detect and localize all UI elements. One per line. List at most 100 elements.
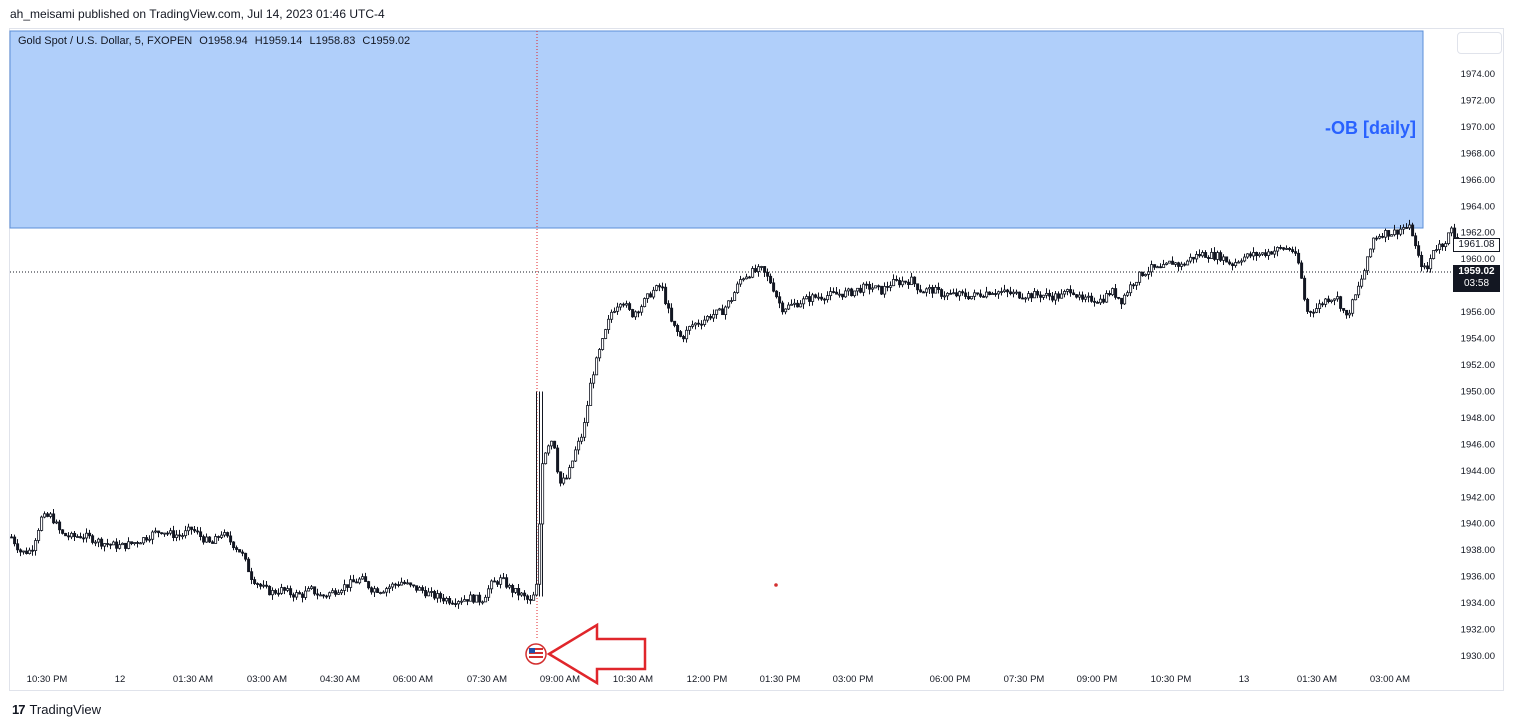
candle-body xyxy=(1009,291,1013,295)
candle-body xyxy=(1348,312,1352,316)
candle-body xyxy=(205,536,209,543)
candle-body xyxy=(388,586,392,589)
candle-body xyxy=(922,291,926,294)
candle-body xyxy=(1255,252,1259,257)
candle-body xyxy=(697,322,701,325)
legend-symbol: Gold Spot / U.S. Dollar, 5, FXOPEN xyxy=(18,35,193,47)
candle-body xyxy=(1198,253,1202,257)
candle-body xyxy=(640,306,644,313)
time-tick-label: 07:30 AM xyxy=(467,674,507,685)
candle-body xyxy=(568,467,572,479)
candle-body xyxy=(1216,252,1220,260)
candle-body xyxy=(199,531,203,538)
candle-body xyxy=(955,292,959,297)
candle-body xyxy=(1444,243,1448,248)
candle-body xyxy=(10,536,14,539)
time-tick-label: 06:00 AM xyxy=(393,674,433,685)
candle-body xyxy=(1219,252,1223,261)
ob-zone[interactable] xyxy=(9,30,1424,229)
candle-body xyxy=(238,549,242,553)
candle-body xyxy=(358,578,362,584)
candle-body xyxy=(1114,288,1118,298)
candle-body xyxy=(1183,263,1187,266)
time-tick-label: 10:30 PM xyxy=(1151,674,1192,685)
candle-body xyxy=(895,278,899,281)
footer-brand[interactable]: 17 TradingView xyxy=(12,702,101,717)
candle-body xyxy=(67,535,71,538)
chart-settings-box[interactable] xyxy=(1457,32,1502,54)
candle-body xyxy=(916,283,920,291)
candle-body xyxy=(1246,253,1250,258)
candle-body xyxy=(1147,271,1151,275)
candle-body xyxy=(1090,295,1094,302)
candle-body xyxy=(772,282,776,292)
candle-body xyxy=(934,286,938,294)
candle-body xyxy=(1225,256,1229,263)
candle-body xyxy=(1303,277,1307,300)
candle-body xyxy=(562,477,566,484)
candle-body xyxy=(958,291,962,297)
us-flag-event-icon[interactable] xyxy=(525,643,547,665)
current-price-badge: 1959.02 03:58 xyxy=(1453,265,1500,292)
candle-body xyxy=(961,291,965,294)
candle-body xyxy=(292,594,296,598)
candle-body xyxy=(757,266,761,272)
candle-body xyxy=(727,300,731,308)
candle-body xyxy=(1084,296,1088,300)
candle-body xyxy=(820,296,824,300)
current-price-value: 1959.02 xyxy=(1458,266,1495,277)
candle-body xyxy=(748,276,752,279)
candle-body xyxy=(1432,250,1436,259)
candle-body xyxy=(1372,237,1376,250)
candle-body xyxy=(421,587,425,591)
candle-body xyxy=(133,542,137,545)
time-axis[interactable]: 10:30 PM 12 01:30 AM 03:00 AM 04:30 AM 06:00 … xyxy=(27,674,1410,685)
price-tick-label: 1956.00 xyxy=(1461,307,1495,318)
candle-body xyxy=(25,550,29,555)
candle-body xyxy=(526,595,530,600)
candle-body xyxy=(361,576,365,580)
candle-body xyxy=(91,535,95,543)
candle-body xyxy=(901,280,905,286)
candle-body xyxy=(1192,256,1196,260)
time-tick-label: 13 xyxy=(1239,674,1250,685)
candle-body xyxy=(1204,252,1208,258)
candle-body xyxy=(484,596,488,603)
candle-body xyxy=(823,298,827,301)
candle-body xyxy=(1240,260,1244,263)
candle-body xyxy=(622,303,626,306)
symbol-legend[interactable]: Gold Spot / U.S. Dollar, 5, FXOPEN O1958… xyxy=(18,35,414,47)
candle-body xyxy=(457,601,461,605)
candle-body xyxy=(790,303,794,306)
candle-body xyxy=(592,374,596,384)
candle-body xyxy=(1429,258,1433,270)
time-tick-label: 06:00 PM xyxy=(930,674,971,685)
candle-body xyxy=(97,538,101,543)
candle-series xyxy=(10,219,1466,609)
candle-body xyxy=(754,268,758,272)
chart-frame[interactable] xyxy=(9,28,1504,691)
candle-body xyxy=(1249,253,1253,257)
candle-body xyxy=(376,588,380,593)
candle-body xyxy=(1270,251,1274,255)
candle-body xyxy=(1144,273,1148,277)
candle-body xyxy=(37,530,41,541)
candle-body xyxy=(940,289,944,297)
candle-body xyxy=(604,329,608,339)
candle-body xyxy=(337,592,341,595)
chart-dot-marker xyxy=(774,583,778,587)
candle-body xyxy=(1354,294,1358,301)
candle-body xyxy=(478,594,482,603)
price-axis[interactable]: 1930.00 1932.00 1934.00 1936.00 1938.00 1940.… xyxy=(1461,69,1495,662)
candle-body xyxy=(1333,298,1337,301)
candle-body xyxy=(928,287,932,290)
candle-body xyxy=(1300,262,1304,279)
candle-body xyxy=(835,291,839,295)
candle-body xyxy=(577,440,581,451)
candle-body xyxy=(799,303,803,308)
candle-body xyxy=(346,584,350,588)
arrow-annotation[interactable] xyxy=(546,622,647,686)
candle-body xyxy=(400,581,404,586)
candle-body xyxy=(253,579,257,584)
